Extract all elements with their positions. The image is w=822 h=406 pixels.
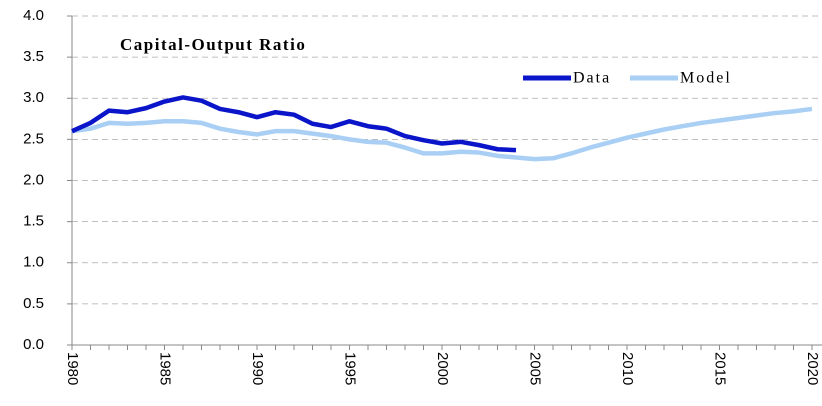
legend-label: Model [680,70,732,87]
chart-title: Capital-Output Ratio [120,35,306,54]
x-tick-label: 2015 [712,352,729,385]
line-series [71,95,517,153]
y-tick-label: 2.5 [23,130,44,147]
line-series [71,106,813,162]
y-tick-label: 3.5 [23,48,44,65]
y-tick-label: 1.0 [23,254,44,271]
x-tick-label: 1995 [342,352,359,385]
y-tick-label: 4.0 [23,7,44,24]
x-tick-label: 2005 [527,352,544,385]
y-tick-label: 2.0 [23,171,44,188]
y-tick-label: 0.5 [23,295,44,312]
x-tick-label: 1990 [249,352,266,385]
x-tick-label: 2000 [434,352,451,385]
x-tick-label: 2010 [619,352,636,385]
x-tick-label: 1980 [64,352,81,385]
y-tick-label: 0.0 [23,336,44,353]
legend-label: Data [573,70,611,87]
y-tick-label: 1.5 [23,213,44,230]
x-tick-label: 1985 [157,352,174,385]
y-tick-label: 3.0 [23,89,44,106]
x-tick-label: 2020 [804,352,821,385]
